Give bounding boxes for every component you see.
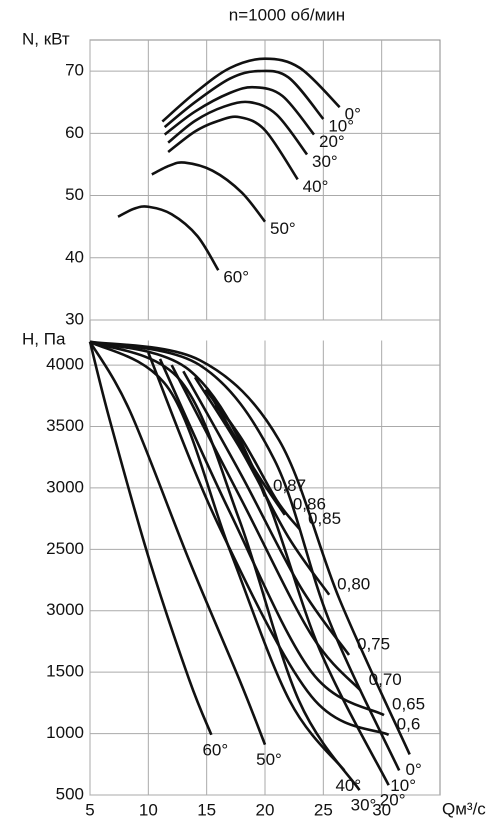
power-curve-label: 30°: [312, 152, 338, 171]
y-tick-label: 3000: [46, 600, 84, 619]
efficiency-curve-label: 0,87: [273, 476, 306, 495]
pressure-curve-label: 60°: [202, 740, 228, 759]
y-tick-label: 4000: [46, 355, 84, 374]
y-axis-label: N, кВт: [22, 29, 70, 48]
y-tick-label: 1000: [46, 723, 84, 742]
pressure-curve-label: 40°: [335, 776, 361, 795]
pressure-curve-label: 30°: [351, 796, 377, 815]
pressure-curve: [89, 340, 401, 771]
power-curve: [151, 161, 267, 223]
efficiency-curve: [209, 393, 286, 516]
efficiency-curve: [193, 376, 331, 596]
power-curve: [117, 205, 220, 271]
power-curve-label: 0°: [345, 105, 361, 124]
power-curve: [163, 69, 325, 129]
efficiency-curve-label: 0,80: [337, 574, 370, 593]
efficiency-curve-label: 0,6: [397, 714, 421, 733]
power-curve-label: 20°: [319, 132, 345, 151]
efficiency-curve: [147, 352, 390, 737]
y-tick-label: 500: [56, 784, 84, 803]
y-tick-label: 50: [65, 185, 84, 204]
pressure-curve-label: 50°: [256, 750, 282, 769]
power-curve-label: 40°: [303, 177, 329, 196]
pressure-curve: [88, 341, 267, 746]
y-tick-label: 1500: [46, 662, 84, 681]
y-tick-label: 30: [65, 309, 84, 328]
efficiency-curve: [170, 364, 362, 692]
power-curve-label: 10°: [328, 117, 354, 136]
x-tick-label: 5: [85, 800, 94, 819]
efficiency-curve: [158, 358, 385, 717]
y-tick-label: 40: [65, 247, 84, 266]
efficiency-curve-label: 0,86: [293, 494, 326, 513]
y-tick-label: 3500: [46, 416, 84, 435]
chart-title: n=1000 об/мин: [229, 5, 345, 24]
pressure-curve: [89, 340, 390, 786]
pressure-curve: [89, 340, 361, 791]
pressure-curve: [88, 341, 213, 736]
power-curve: [161, 57, 341, 123]
x-tick-label: 10: [139, 800, 158, 819]
power-curve: [167, 115, 299, 181]
efficiency-curve: [204, 388, 302, 531]
y-tick-label: 60: [65, 123, 84, 142]
power-curve: [163, 85, 316, 136]
power-curve-label: 50°: [270, 219, 296, 238]
efficiency-curve-label: 0,65: [392, 695, 425, 714]
x-tick-label: 15: [197, 800, 216, 819]
x-tick-label: 25: [314, 800, 333, 819]
x-tick-label: 20: [256, 800, 275, 819]
power-curve: [167, 100, 309, 156]
pressure-curve-label: 20°: [380, 791, 406, 810]
efficiency-curve: [182, 370, 351, 656]
y-tick-label: 70: [65, 61, 84, 80]
x-axis-label: Qм³/с: [442, 799, 486, 818]
y-tick-label: 3000: [46, 477, 84, 496]
x-tick-label: 30: [372, 800, 391, 819]
efficiency-curve-label: 0,85: [308, 509, 341, 528]
y-tick-label: 2500: [46, 539, 84, 558]
pressure-curve-label: 10°: [390, 776, 416, 795]
pressure-curve-label: 0°: [406, 760, 422, 779]
y-axis-label: H, Па: [22, 329, 66, 348]
pressure-curve: [89, 340, 411, 755]
power-curve-label: 60°: [223, 268, 249, 287]
efficiency-curve-label: 0,75: [357, 634, 390, 653]
efficiency-curve-label: 0,70: [369, 670, 402, 689]
